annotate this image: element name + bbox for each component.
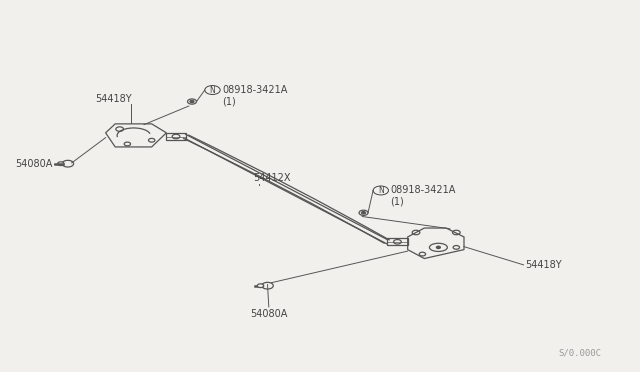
Text: 54418Y: 54418Y (525, 260, 561, 270)
Circle shape (190, 100, 194, 103)
Text: N: N (210, 86, 215, 94)
Text: 54412X: 54412X (253, 173, 291, 183)
Text: N: N (378, 186, 383, 195)
Text: 08918-3421A: 08918-3421A (390, 186, 456, 195)
Text: 08918-3421A: 08918-3421A (222, 85, 287, 95)
Circle shape (436, 246, 440, 248)
Text: (1): (1) (390, 197, 404, 206)
Circle shape (58, 162, 64, 166)
Text: 54080A: 54080A (250, 309, 287, 319)
Circle shape (362, 212, 365, 214)
Circle shape (257, 284, 264, 288)
Text: (1): (1) (222, 96, 236, 106)
Text: S/0.000C: S/0.000C (559, 349, 602, 358)
Text: 54418Y: 54418Y (95, 94, 132, 104)
Text: 54080A: 54080A (15, 159, 52, 169)
